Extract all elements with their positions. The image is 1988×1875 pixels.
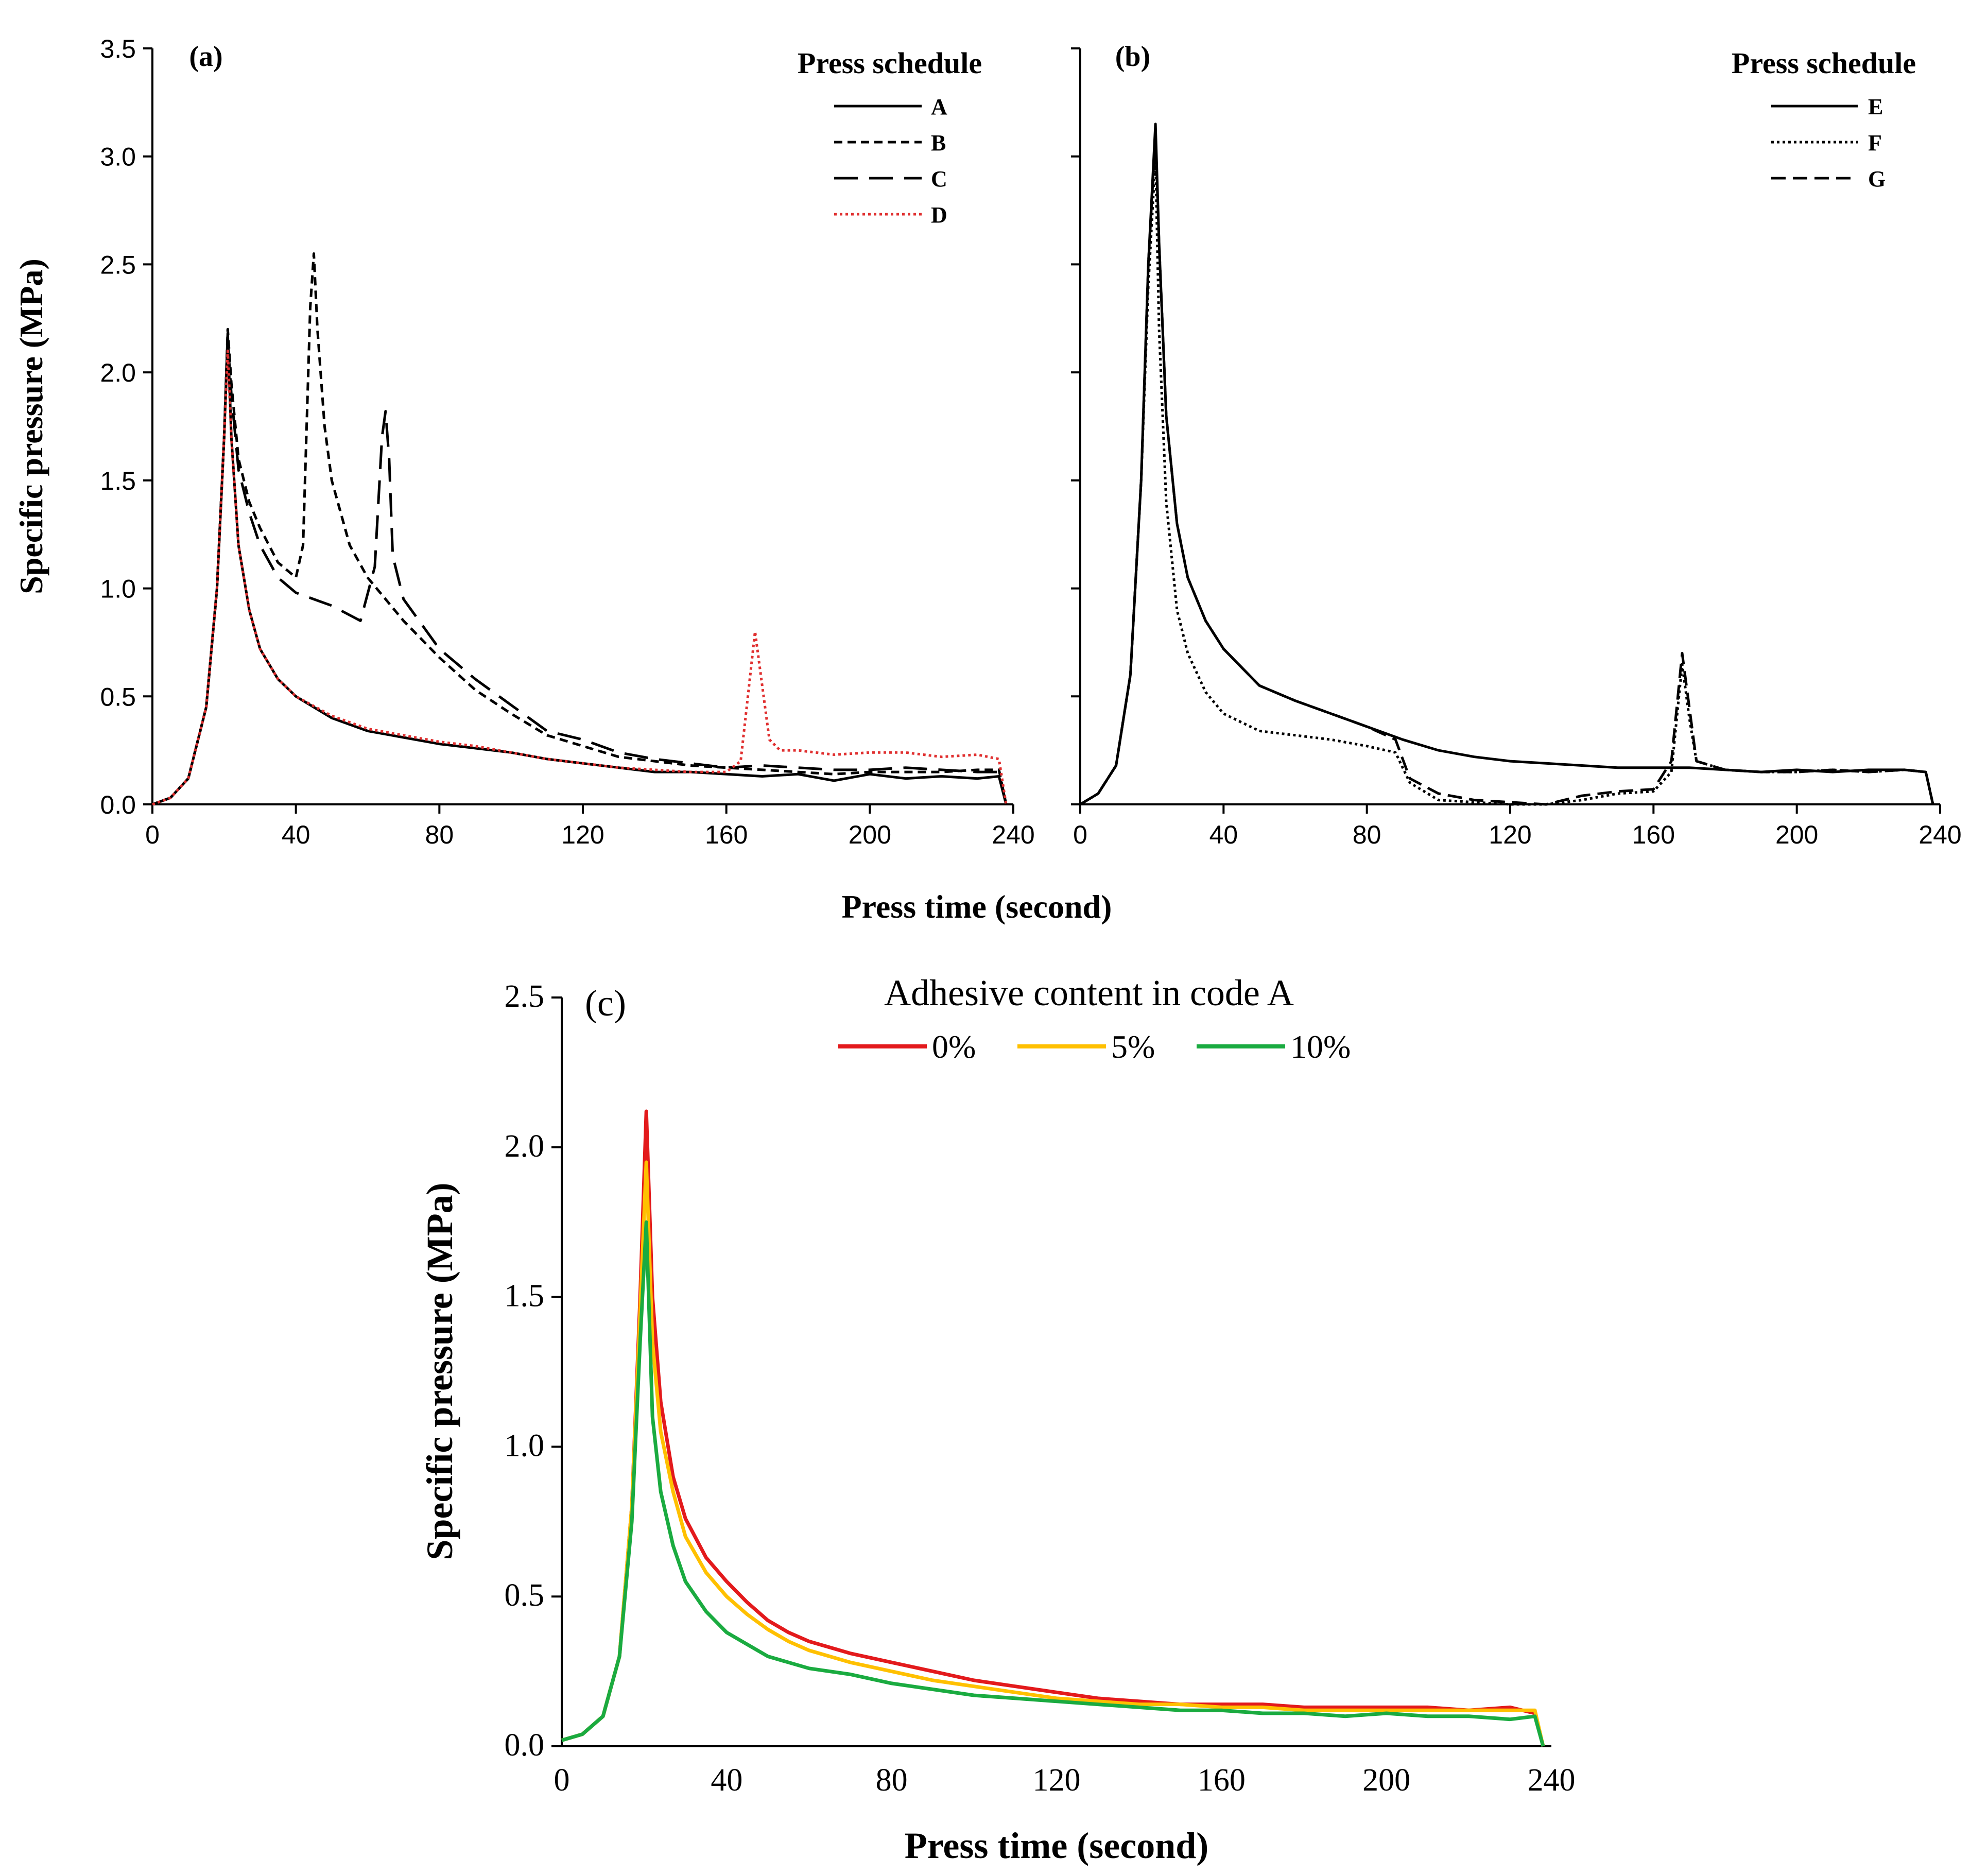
series-line-E	[1079, 123, 1934, 806]
x-tick-label-c: 80	[876, 1763, 908, 1798]
legend-label-D: D	[931, 202, 947, 228]
y-tick-label-c: 0.0	[505, 1728, 545, 1763]
y-tick-label-a: 3.5	[100, 35, 136, 63]
x-tick-label-c: 200	[1362, 1763, 1410, 1798]
x-tick-label-b: 40	[1209, 820, 1238, 849]
chart-panel-a: 0 40 80 120 160 200 240 0.0 0.5 1.0 1.5 2.0 2.5 3.0 3.…	[13, 35, 1035, 849]
x-axis-title-c: Press time (second)	[905, 1825, 1209, 1866]
x-tick-label-b: 120	[1489, 820, 1531, 849]
y-tick-label-a: 3.0	[100, 143, 136, 171]
legend-label-B: B	[931, 130, 946, 156]
x-tick-label-c: 160	[1198, 1763, 1246, 1798]
series-line-D	[152, 349, 1008, 806]
legend-label-10pct: 10%	[1290, 1028, 1351, 1065]
x-tick-label-c: 120	[1033, 1763, 1081, 1798]
x-tick-label-c: 40	[711, 1763, 742, 1798]
x-tick-label-b: 240	[1918, 820, 1961, 849]
legend-label-E: E	[1868, 94, 1883, 119]
legend-label-G: G	[1868, 166, 1886, 192]
legend-label-A: A	[931, 94, 947, 119]
legend-title-b: Press schedule	[1732, 46, 1916, 80]
series-line-F	[1079, 155, 1934, 806]
series-line-A	[152, 332, 1008, 806]
y-tick-label-c: 2.0	[505, 1129, 545, 1164]
x-tick-label-a: 160	[705, 820, 748, 849]
legend-title-c: Adhesive content in code A	[884, 972, 1294, 1013]
x-tick-label-c: 240	[1528, 1763, 1576, 1798]
y-tick-label-a: 0.5	[100, 682, 136, 711]
series-line-0pct	[561, 1109, 1545, 1747]
x-tick-label-a: 240	[992, 820, 1034, 849]
y-tick-label-a: 1.5	[100, 467, 136, 495]
series-line-10pct	[561, 1220, 1545, 1747]
x-tick-label-b: 80	[1353, 820, 1381, 849]
series-line-5pct	[561, 1160, 1545, 1747]
x-tick-label-b: 200	[1775, 820, 1818, 849]
chart-panel-b: 0 40 80 120 160 200 240 (b) Press schedule EFG	[1071, 41, 1962, 849]
y-tick-label-c: 1.5	[505, 1279, 545, 1314]
series-line-G	[1079, 133, 1934, 806]
y-axis-title-c: Specific pressure (MPa)	[419, 1182, 460, 1560]
y-tick-label-a: 2.0	[100, 358, 136, 387]
legend-label-0pct: 0%	[932, 1028, 976, 1065]
panel-label-b: (b)	[1115, 41, 1150, 73]
legend-label-C: C	[931, 166, 947, 192]
y-tick-label-a: 0.0	[100, 790, 136, 819]
legend-label-5pct: 5%	[1111, 1028, 1155, 1065]
x-tick-label-c: 0	[554, 1763, 570, 1798]
x-tick-label-a: 40	[282, 820, 310, 849]
x-tick-label-a: 200	[849, 820, 891, 849]
chart-panel-c: 0 40 80 120 160 200 240 0.0 0.5 1.0 1.5 2.0 2.5 (c) Sp…	[419, 972, 1576, 1866]
series-line-B	[152, 252, 1008, 806]
y-axis-title-a: Specific pressure (MPa)	[13, 259, 49, 594]
y-tick-label-c: 1.0	[505, 1428, 545, 1463]
legend-title-a: Press schedule	[798, 46, 982, 80]
x-tick-label-b: 160	[1632, 820, 1675, 849]
y-tick-label-c: 2.5	[505, 979, 545, 1014]
x-tick-label-b: 0	[1073, 820, 1087, 849]
y-tick-label-c: 0.5	[505, 1578, 545, 1613]
x-axis-title-ab: Press time (second)	[842, 888, 1112, 925]
x-tick-label-a: 80	[425, 820, 454, 849]
panel-label-a: (a)	[189, 41, 222, 73]
series-line-C	[152, 338, 1008, 806]
panel-label-c: (c)	[585, 983, 626, 1024]
y-tick-label-a: 2.5	[100, 250, 136, 279]
x-tick-label-a: 120	[561, 820, 604, 849]
x-tick-label-a: 0	[145, 820, 160, 849]
legend-label-F: F	[1868, 130, 1882, 156]
y-tick-label-a: 1.0	[100, 575, 136, 604]
